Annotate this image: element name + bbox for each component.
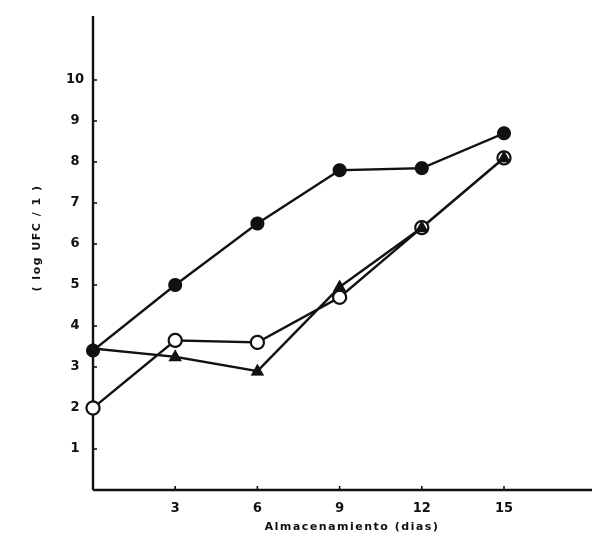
- x-tick-label: 12: [413, 501, 431, 516]
- y-tick-label: 1: [70, 441, 79, 456]
- axes: [91, 16, 592, 492]
- x-tick-label: 9: [335, 501, 344, 516]
- filled-triangle-marker: [415, 220, 429, 233]
- series-line: [92, 132, 505, 352]
- series-line: [92, 156, 505, 409]
- y-tick-label: 8: [70, 154, 79, 169]
- y-tick-label: 5: [70, 277, 79, 292]
- filled-triangle-marker: [497, 150, 511, 163]
- x-axis-ticks: 3 6 9 12 15: [171, 486, 513, 516]
- x-axis-title: Almacenamiento (dias): [265, 520, 440, 533]
- y-tick-label: 4: [70, 318, 79, 333]
- markers-filled-triangle: [86, 150, 511, 376]
- series-line: [92, 156, 505, 373]
- y-axis-title: ( log UFC / 1 ): [30, 184, 43, 291]
- x-tick-label: 6: [253, 501, 262, 516]
- filled-triangle-marker: [332, 279, 347, 292]
- y-tick-label: 10: [66, 72, 84, 87]
- series-filled-circle: [92, 132, 505, 352]
- y-tick-label: 6: [70, 236, 79, 251]
- open-circle-marker: [249, 334, 265, 350]
- y-tick-label: 9: [70, 113, 79, 128]
- filled-circle-marker: [168, 278, 183, 292]
- open-circle-marker: [85, 400, 101, 416]
- x-tick-label: 15: [495, 501, 513, 516]
- series-open-circle: [92, 156, 505, 409]
- filled-circle-marker: [332, 163, 347, 178]
- markers-open-circle: [85, 150, 512, 416]
- filled-triangle-marker: [250, 363, 265, 376]
- open-circle-marker: [167, 332, 183, 348]
- data-series: [85, 126, 512, 416]
- y-axis-ticks: 1 2 3 4 5 6 7 8 9 10: [66, 72, 97, 456]
- series-filled-triangle: [92, 156, 505, 373]
- filled-circle-marker: [250, 216, 265, 231]
- filled-triangle-marker: [168, 349, 182, 362]
- y-tick-label: 2: [70, 400, 79, 415]
- markers-filled-circle: [86, 126, 511, 358]
- x-tick-label: 3: [171, 501, 180, 516]
- y-tick-label: 7: [70, 195, 79, 210]
- y-tick-label: 3: [70, 359, 79, 374]
- filled-triangle-marker: [86, 341, 100, 354]
- filled-circle-marker: [414, 161, 429, 176]
- open-circle-marker: [332, 289, 348, 305]
- filled-circle-marker: [497, 126, 511, 141]
